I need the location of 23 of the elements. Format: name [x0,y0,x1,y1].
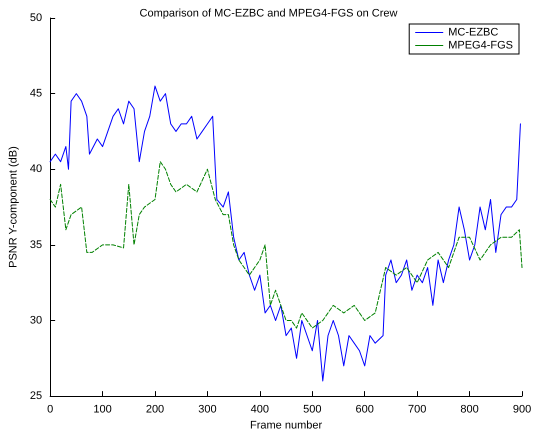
x-tick-label: 900 [512,404,532,416]
y-axis-title: PSNR Y-component (dB) [8,146,20,268]
y-tick-label: 40 [30,163,42,176]
legend-label: MC-EZBC [448,26,498,38]
y-tick-label: 30 [30,314,42,326]
x-tick-label: 600 [356,404,374,416]
y-tick-label: 45 [30,88,42,100]
x-axis-title: Frame number [250,420,322,432]
y-tick-label: 50 [30,12,42,24]
x-tick-label: 400 [250,404,270,416]
chart-title: Comparison of MC-EZBC and MPEG4-FGS on Crew [140,8,398,20]
y-tick-label: 35 [30,238,42,251]
line-series [50,86,521,382]
legend-label: MPEG4-FGS [448,40,514,52]
x-tick-label: 300 [198,404,217,416]
y-tick-label: 25 [30,390,42,402]
line-series [50,161,522,329]
x-tick-label: 0 [47,404,54,416]
x-tick-label: 800 [460,404,479,416]
x-tick-label: 100 [93,404,112,416]
x-tick-label: 200 [146,404,164,416]
x-tick-label: 700 [408,404,426,416]
x-tick-label: 500 [303,404,322,416]
